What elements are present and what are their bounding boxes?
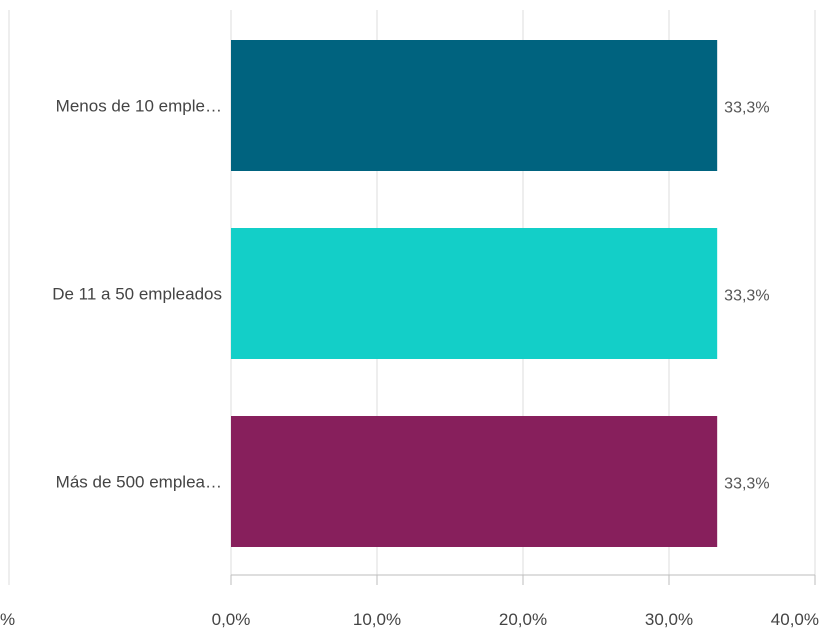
- value-label-2: 33,3%: [724, 288, 769, 305]
- x-axis: % 0,0% 10,0% 20,0% 30,0% 40,0%: [0, 574, 819, 629]
- bar-2[interactable]: [231, 228, 718, 359]
- value-label-3: 33,3%: [724, 476, 769, 493]
- category-labels: Menos de 10 emple… De 11 a 50 empleados Má…: [52, 97, 222, 492]
- x-tick-label-30: 30,0%: [645, 610, 693, 629]
- category-label-2: De 11 a 50 empleados: [52, 285, 222, 304]
- bar-3[interactable]: [231, 416, 718, 547]
- value-labels: 33,3% 33,3% 33,3%: [724, 100, 769, 493]
- bar-1[interactable]: [231, 40, 718, 171]
- x-tick-label-10: 10,0%: [353, 610, 401, 629]
- value-label-1: 33,3%: [724, 100, 769, 117]
- x-tick-label-0: 0,0%: [212, 610, 251, 629]
- category-label-1: Menos de 10 emple…: [56, 97, 222, 116]
- x-tick-label-20: 20,0%: [499, 610, 547, 629]
- x-tick-label-40: 40,0%: [771, 610, 819, 629]
- tick-label-clipped: %: [0, 610, 15, 629]
- category-label-3: Más de 500 emplea…: [56, 473, 222, 492]
- bar-series: [231, 40, 718, 547]
